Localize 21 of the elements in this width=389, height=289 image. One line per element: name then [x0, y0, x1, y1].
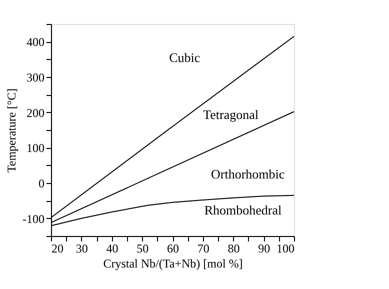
x-tick-label: 100	[276, 242, 294, 256]
annotation: Tetragonal	[203, 107, 259, 122]
x-tick-label: 30	[76, 242, 88, 256]
x-tick-label: 50	[136, 242, 149, 256]
x-tick-label: 40	[106, 242, 118, 256]
x-tick-label: 60	[167, 242, 179, 256]
x-tick-label: 90	[258, 242, 270, 256]
y-axis-title: Temperature [°C]	[4, 88, 19, 173]
x-axis-title: Crystal Nb/(Ta+Nb) [mol %]	[103, 256, 243, 270]
x-tick-label: 20	[52, 242, 64, 256]
y-tick-label: 0	[38, 176, 44, 190]
y-tick-label: 400	[26, 35, 44, 50]
annotation: Cubic	[169, 50, 200, 65]
x-tick-label: 80	[228, 242, 240, 256]
y-tick-label: 100	[26, 141, 44, 156]
y-tick-label: -100	[22, 212, 44, 226]
annotation: Orthorhombic	[211, 166, 285, 182]
annotation: Rhombohedral	[204, 202, 282, 218]
x-tick-label: 70	[197, 242, 210, 256]
y-tick-label: 300	[26, 70, 44, 84]
y-tick-label: 200	[26, 106, 44, 120]
